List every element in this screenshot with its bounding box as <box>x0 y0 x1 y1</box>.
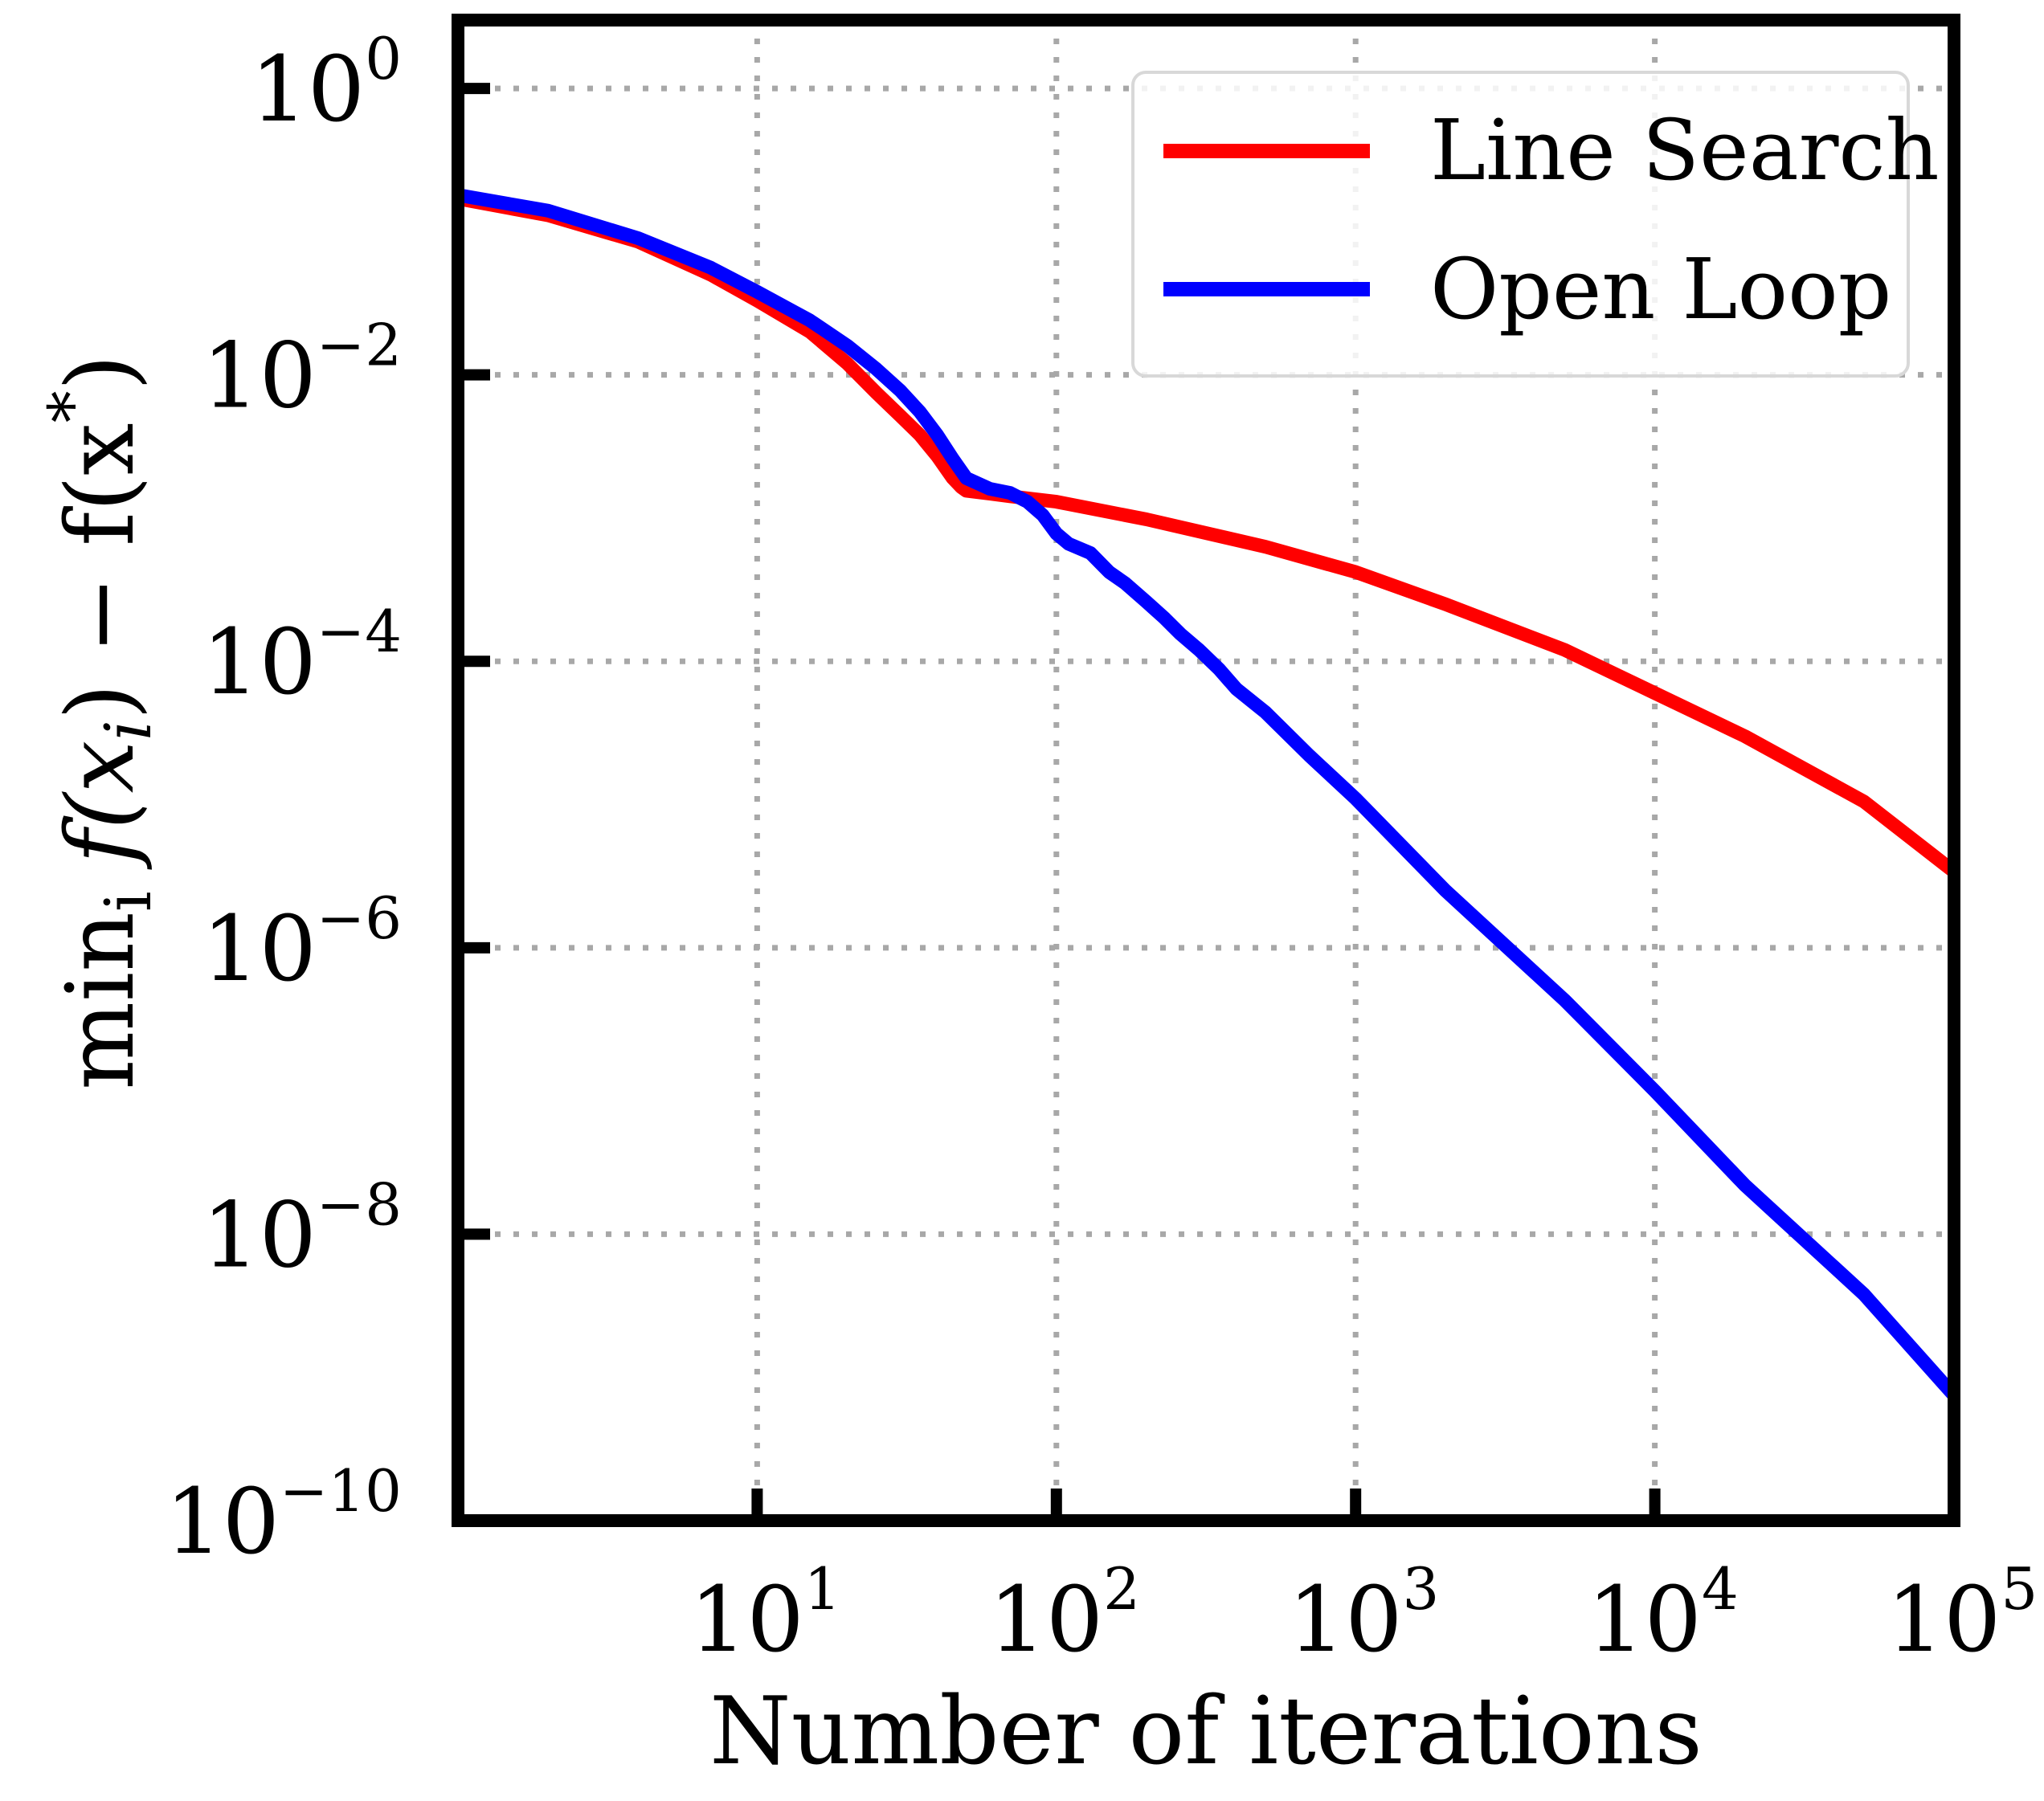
x-tick-labels: 101 102 103 104 105 <box>689 1555 2038 1672</box>
x-tick-label: 102 <box>989 1555 1140 1672</box>
x-tick-label: 101 <box>689 1555 840 1672</box>
plot-frame <box>452 14 1960 1527</box>
x-tick-base: 10 <box>1887 1568 2001 1672</box>
x-tick-label: 103 <box>1288 1555 1439 1672</box>
y-axis-label: minif(xi) − f(x*) <box>35 354 166 1090</box>
y-tick-label: 10−10 <box>166 1457 402 1574</box>
series-line-open-loop <box>456 188 1960 1400</box>
y-tick-exp: −10 <box>280 1457 402 1525</box>
y-tick-exp: −2 <box>317 312 402 379</box>
y-label-expr-end: ) <box>47 354 155 390</box>
y-tick-base: 10 <box>202 611 317 715</box>
x-tick-label: 104 <box>1587 1555 1738 1672</box>
x-tick-exp: 2 <box>1103 1555 1140 1623</box>
y-label-expr-rest: ) − f(x <box>47 423 155 720</box>
x-tick-base: 10 <box>1288 1568 1403 1672</box>
y-label-expr-sub: i <box>91 720 166 741</box>
x-tick-base: 10 <box>1587 1568 1702 1672</box>
y-label-expr-sup: * <box>35 390 109 423</box>
x-tick-base: 10 <box>689 1568 804 1672</box>
x-tick-exp: 1 <box>804 1555 841 1623</box>
y-tick-label: 10−8 <box>202 1170 402 1288</box>
y-tick-base: 10 <box>202 1183 317 1288</box>
y-tick-base: 10 <box>251 38 366 142</box>
legend-label-open-loop: Open Loop <box>1430 240 1891 338</box>
x-tick-exp: 4 <box>1702 1555 1739 1623</box>
y-label-min-sub: i <box>91 891 166 912</box>
y-tick-exp: −8 <box>317 1170 402 1238</box>
y-tick-exp: 0 <box>365 25 402 92</box>
x-tick-label: 105 <box>1887 1555 2038 1672</box>
y-label-expr: f(x <box>47 741 155 871</box>
y-label-min: min <box>47 912 155 1090</box>
x-tick-exp: 5 <box>2001 1555 2038 1623</box>
legend-label-line-search: Line Search <box>1430 101 1940 199</box>
y-tick-base: 10 <box>202 325 317 429</box>
y-tick-base: 10 <box>202 897 317 1002</box>
y-tick-exp: −4 <box>317 598 402 665</box>
y-tick-label: 10−4 <box>202 598 402 715</box>
y-tick-label: 10−6 <box>202 884 402 1002</box>
legend: Line Search Open Loop <box>1131 71 1940 378</box>
x-tick-base: 10 <box>989 1568 1104 1672</box>
x-axis-label: Number of iterations <box>709 1677 1703 1786</box>
series-line-line-search <box>456 191 1959 877</box>
y-tick-exp: −6 <box>317 884 402 952</box>
y-tick-label: 100 <box>251 25 402 142</box>
x-tick-exp: 3 <box>1403 1555 1440 1623</box>
series-lines <box>456 188 1960 1400</box>
y-tick-label: 10−2 <box>202 312 402 429</box>
y-tick-base: 10 <box>166 1470 280 1574</box>
